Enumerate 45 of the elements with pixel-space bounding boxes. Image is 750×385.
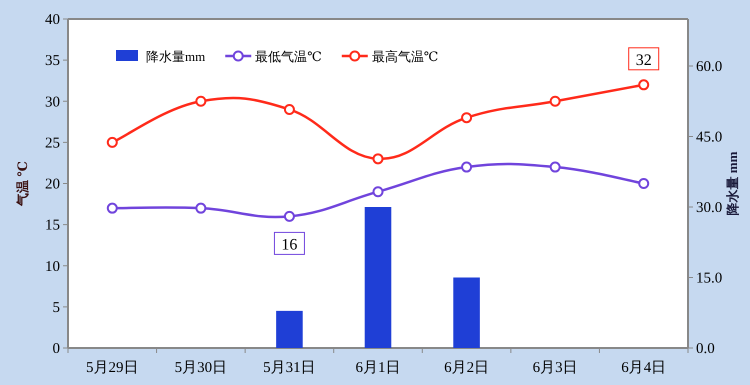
annotation: 32 [636,52,652,69]
y-tick-label: 40 [45,12,60,28]
y2-tick-label: 60.0 [696,59,722,75]
x-tick-label: 6月1日 [356,360,400,376]
y-tick-label: 35 [45,53,60,70]
y-tick-label: 5 [52,300,60,316]
point [106,136,118,148]
legend-label: 最低气温℃ [255,49,322,64]
y-tick-label: 30 [45,94,60,110]
annotation: 16 [281,236,298,254]
point [106,202,118,214]
x-tick-label: 5月31日 [263,360,316,376]
x-tick-label: 6月2日 [444,360,490,376]
bar [276,310,303,348]
bar [453,278,480,348]
y-tick-label: 0 [52,341,60,357]
point [372,153,384,164]
point [638,79,650,90]
y2-tick-label: 45.0 [696,130,722,146]
x-tick-label: 6月4日 [621,360,666,376]
point [638,178,650,189]
bar [364,207,392,348]
y2-axis-title: 降水量 mm [725,151,740,216]
point [550,96,561,107]
x-tick-label: 6月3日 [532,360,578,376]
point [195,202,206,214]
point [461,162,472,173]
y-tick-label: 25 [45,135,60,152]
point [284,104,295,115]
y2-tick-label: 15.0 [696,270,722,286]
y-tick-label: 15 [45,218,60,234]
point [372,186,384,198]
y2-tick-label: 30.0 [696,200,722,216]
point [461,112,472,124]
x-tick-label: 5月30日 [174,360,228,376]
legend-label: 降水量mm [146,49,206,64]
y2-tick-label: 0.0 [696,341,715,357]
y-tick-label: 20 [45,176,60,192]
point [195,96,206,107]
y-tick-label: 10 [45,258,60,275]
legend-label: 最高气温℃ [372,49,438,64]
x-tick-label: 5月29日 [86,360,139,376]
point [284,210,295,222]
y-axis-title: 气温 ℃ [15,161,30,207]
point [550,162,561,173]
